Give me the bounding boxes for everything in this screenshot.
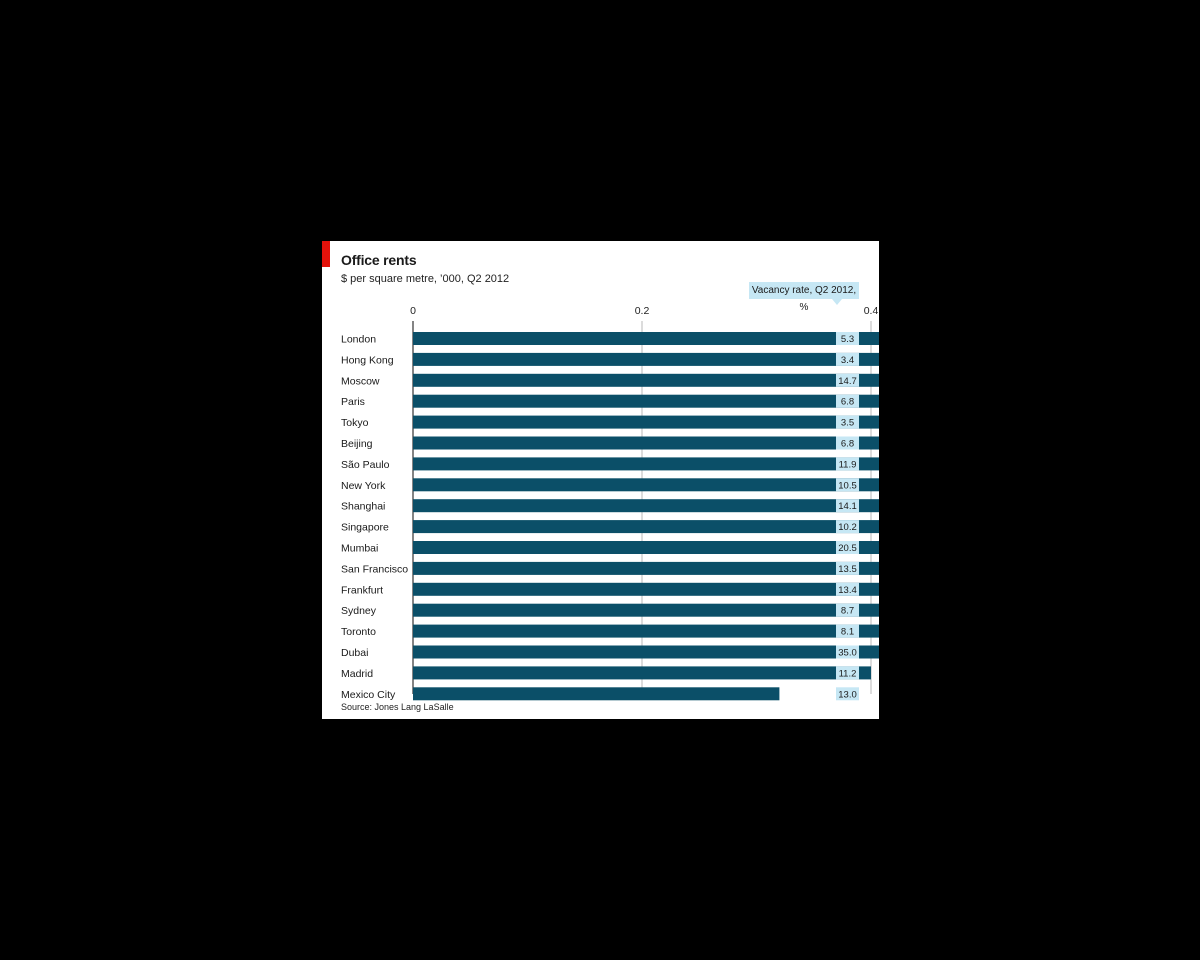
vacancy-badge bbox=[836, 394, 859, 408]
category-label: Hong Kong bbox=[341, 354, 394, 366]
vacancy-value: 10.5 bbox=[838, 480, 857, 491]
vacancy-value: 35.0 bbox=[838, 648, 857, 659]
vacancy-rate-label: Vacancy rate, Q2 2012, % bbox=[749, 282, 859, 313]
vacancy-badge bbox=[836, 603, 859, 617]
vacancy-badge bbox=[836, 499, 859, 513]
vacancy-badge bbox=[836, 373, 859, 387]
vacancy-badge bbox=[836, 624, 859, 638]
bar bbox=[413, 687, 780, 701]
bar bbox=[413, 457, 879, 471]
category-label: Toronto bbox=[341, 626, 376, 638]
bar bbox=[413, 332, 879, 345]
vacancy-badge bbox=[836, 457, 859, 471]
vacancy-badge bbox=[836, 645, 859, 659]
chart-subtitle: $ per square metre, ’000, Q2 2012 bbox=[341, 273, 510, 285]
category-label: San Francisco bbox=[341, 563, 408, 575]
vacancy-badge bbox=[836, 687, 859, 701]
vacancy-value: 11.9 bbox=[839, 459, 857, 470]
vacancy-value: 3.4 bbox=[841, 355, 854, 366]
bar bbox=[413, 666, 871, 680]
vacancy-value: 13.0 bbox=[838, 689, 857, 700]
vacancy-value: 13.5 bbox=[838, 564, 857, 575]
vacancy-badge bbox=[836, 541, 859, 554]
vacancy-value: 6.8 bbox=[841, 439, 854, 450]
vacancy-value: 8.7 bbox=[841, 606, 854, 617]
vacancy-label-pointer bbox=[832, 299, 842, 305]
vacancy-badge bbox=[836, 352, 859, 366]
vacancy-value: 14.1 bbox=[838, 501, 857, 512]
vacancy-badge bbox=[836, 561, 859, 575]
red-accent-bar bbox=[322, 241, 330, 267]
bar bbox=[413, 561, 879, 575]
category-label: Shanghai bbox=[341, 501, 385, 513]
category-label: São Paulo bbox=[341, 459, 390, 471]
x-tick-label: 0.4 bbox=[864, 305, 879, 317]
vacancy-badge bbox=[836, 478, 859, 492]
vacancy-value: 13.4 bbox=[838, 585, 857, 596]
category-label: Mexico City bbox=[341, 689, 396, 701]
vacancy-badge bbox=[836, 666, 859, 680]
bar bbox=[413, 436, 879, 450]
bar-chart: 00.20.40.60.81.01.21.41.61.8London5.3Hon… bbox=[341, 305, 879, 701]
vacancy-value: 6.8 bbox=[841, 397, 854, 408]
vacancy-value: 11.2 bbox=[839, 668, 857, 679]
vacancy-value: 14.7 bbox=[838, 376, 857, 387]
vacancy-badge bbox=[836, 520, 859, 534]
bar bbox=[413, 520, 879, 534]
bar bbox=[413, 394, 879, 408]
category-label: Tokyo bbox=[341, 417, 369, 429]
x-tick-label: 0.2 bbox=[635, 305, 650, 317]
vacancy-value: 3.5 bbox=[841, 418, 854, 429]
vacancy-badge bbox=[836, 436, 859, 450]
category-label: Paris bbox=[341, 396, 365, 408]
vacancy-value: 8.1 bbox=[841, 627, 854, 638]
category-label: Madrid bbox=[341, 668, 373, 680]
category-label: Moscow bbox=[341, 375, 380, 387]
vacancy-badge bbox=[836, 582, 859, 596]
bar bbox=[413, 645, 879, 659]
bar bbox=[413, 603, 879, 617]
category-label: Dubai bbox=[341, 647, 368, 659]
bar bbox=[413, 373, 879, 387]
bar bbox=[413, 415, 879, 429]
chart-card: Office rents $ per square metre, ’000, Q… bbox=[322, 241, 879, 719]
category-label: Beijing bbox=[341, 438, 373, 450]
bar bbox=[413, 582, 879, 596]
vacancy-badge bbox=[836, 415, 859, 429]
bar bbox=[413, 624, 879, 638]
vacancy-value: 10.2 bbox=[838, 522, 857, 533]
category-label: Sydney bbox=[341, 605, 377, 617]
bar bbox=[413, 478, 879, 492]
source-note: Source: Jones Lang LaSalle bbox=[341, 702, 454, 712]
vacancy-value: 5.3 bbox=[841, 334, 854, 345]
x-tick-label: 0 bbox=[410, 305, 416, 317]
category-label: Mumbai bbox=[341, 543, 378, 555]
vacancy-value: 20.5 bbox=[838, 543, 857, 554]
category-label: London bbox=[341, 334, 376, 346]
category-label: New York bbox=[341, 480, 386, 492]
bar bbox=[413, 499, 879, 513]
chart-title: Office rents bbox=[341, 252, 417, 268]
bar bbox=[413, 352, 879, 366]
category-label: Singapore bbox=[341, 522, 389, 534]
category-label: Frankfurt bbox=[341, 584, 383, 596]
vacancy-badge bbox=[836, 332, 859, 345]
bar bbox=[413, 541, 879, 554]
